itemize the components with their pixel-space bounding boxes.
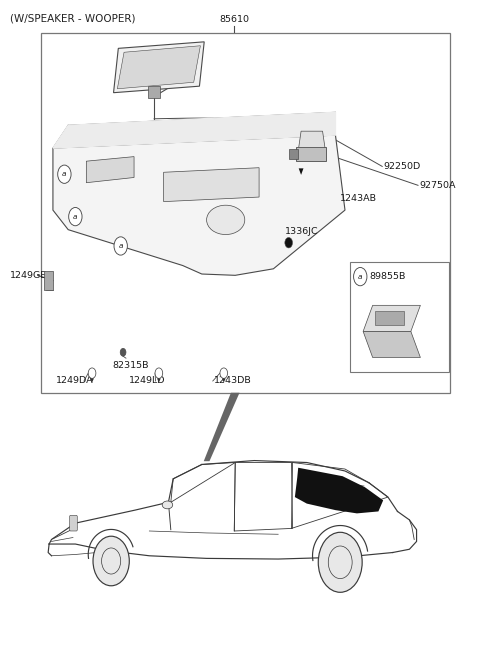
Text: 1249LD: 1249LD — [129, 377, 166, 386]
Circle shape — [88, 368, 96, 379]
Text: (W/SPEAKER - WOOPER): (W/SPEAKER - WOOPER) — [10, 13, 135, 23]
FancyBboxPatch shape — [148, 86, 160, 98]
Circle shape — [120, 348, 126, 356]
Circle shape — [69, 208, 82, 226]
Polygon shape — [363, 331, 420, 358]
Polygon shape — [295, 468, 383, 514]
Text: 1243DB: 1243DB — [214, 377, 252, 386]
FancyBboxPatch shape — [289, 149, 298, 159]
Circle shape — [354, 267, 367, 286]
FancyBboxPatch shape — [375, 310, 404, 325]
FancyBboxPatch shape — [70, 515, 77, 531]
Circle shape — [114, 237, 127, 255]
Circle shape — [155, 368, 163, 379]
Text: a: a — [358, 274, 362, 280]
Polygon shape — [363, 305, 420, 331]
Ellipse shape — [206, 205, 245, 234]
Polygon shape — [53, 135, 345, 275]
Text: 92250D: 92250D — [383, 162, 420, 171]
Circle shape — [318, 533, 362, 592]
Text: 92750A: 92750A — [419, 181, 456, 190]
Text: 1249DA: 1249DA — [56, 377, 94, 386]
Text: 96716E: 96716E — [164, 67, 200, 76]
Text: 1336JC: 1336JC — [285, 227, 319, 236]
Text: a: a — [119, 243, 123, 249]
FancyBboxPatch shape — [296, 147, 326, 160]
Polygon shape — [204, 393, 240, 461]
Polygon shape — [114, 42, 204, 93]
Ellipse shape — [162, 501, 173, 509]
Text: a: a — [62, 171, 67, 178]
Text: 89855B: 89855B — [370, 272, 406, 281]
Polygon shape — [157, 379, 161, 383]
Polygon shape — [299, 131, 325, 147]
Polygon shape — [90, 379, 94, 383]
Circle shape — [285, 238, 292, 248]
Text: 1243AB: 1243AB — [340, 194, 377, 203]
Text: 1249GE: 1249GE — [10, 271, 47, 280]
Polygon shape — [222, 379, 226, 383]
Circle shape — [58, 165, 71, 183]
Circle shape — [93, 536, 129, 586]
Polygon shape — [117, 46, 200, 89]
Polygon shape — [299, 168, 303, 175]
Text: 85610: 85610 — [219, 15, 249, 24]
Text: 82315B: 82315B — [113, 361, 149, 370]
Polygon shape — [164, 168, 259, 202]
FancyBboxPatch shape — [350, 262, 449, 372]
Text: a: a — [73, 214, 78, 219]
Polygon shape — [86, 157, 134, 183]
Polygon shape — [53, 112, 336, 148]
FancyBboxPatch shape — [44, 271, 53, 290]
Circle shape — [220, 368, 228, 379]
